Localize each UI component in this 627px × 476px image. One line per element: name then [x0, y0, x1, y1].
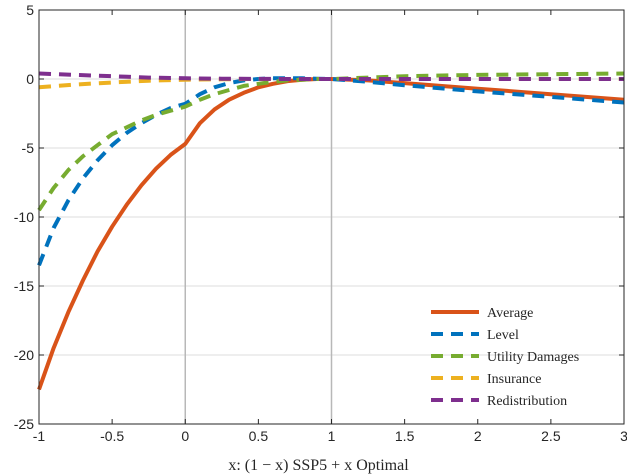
y-tick-label: -5 — [22, 140, 35, 156]
x-tick-label: -1 — [33, 428, 46, 444]
y-tick-label: -25 — [14, 416, 34, 432]
y-tick-label: -10 — [14, 209, 34, 225]
legend-label: Utility Damages — [487, 350, 579, 365]
x-tick-labels: -1 -0.5 0 0.5 1 1.5 2 2.5 3 — [33, 428, 627, 444]
x-tick-label: 1.5 — [395, 428, 415, 444]
x-tick-label: 2.5 — [541, 428, 561, 444]
y-tick-label: 0 — [26, 71, 34, 87]
legend-label: Level — [487, 328, 519, 343]
legend-label: Insurance — [487, 372, 541, 387]
legend-label: Redistribution — [487, 394, 567, 409]
y-tick-label: -20 — [14, 347, 34, 363]
x-tick-label: 0.5 — [249, 428, 269, 444]
x-axis-label: x: (1 − x) SSP5 + x Optimal — [228, 457, 409, 474]
y-tick-label: 5 — [26, 2, 34, 18]
series-line-level — [37, 76, 625, 267]
legend-label: Average — [487, 306, 533, 321]
x-tick-label: 2 — [474, 428, 482, 444]
legend: Average Level Utility Damages Insurance Redi… — [431, 306, 579, 409]
series-lines — [37, 71, 625, 391]
y-tick-label: -15 — [14, 278, 34, 294]
x-tick-label: 0 — [181, 428, 189, 444]
x-tick-label: 3 — [620, 428, 627, 444]
x-tick-label: -0.5 — [100, 428, 124, 444]
axis-ticks — [38, 9, 625, 425]
x-tick-label: 1 — [328, 428, 336, 444]
y-tick-labels: -25 -20 -15 -10 -5 0 5 — [14, 2, 34, 432]
